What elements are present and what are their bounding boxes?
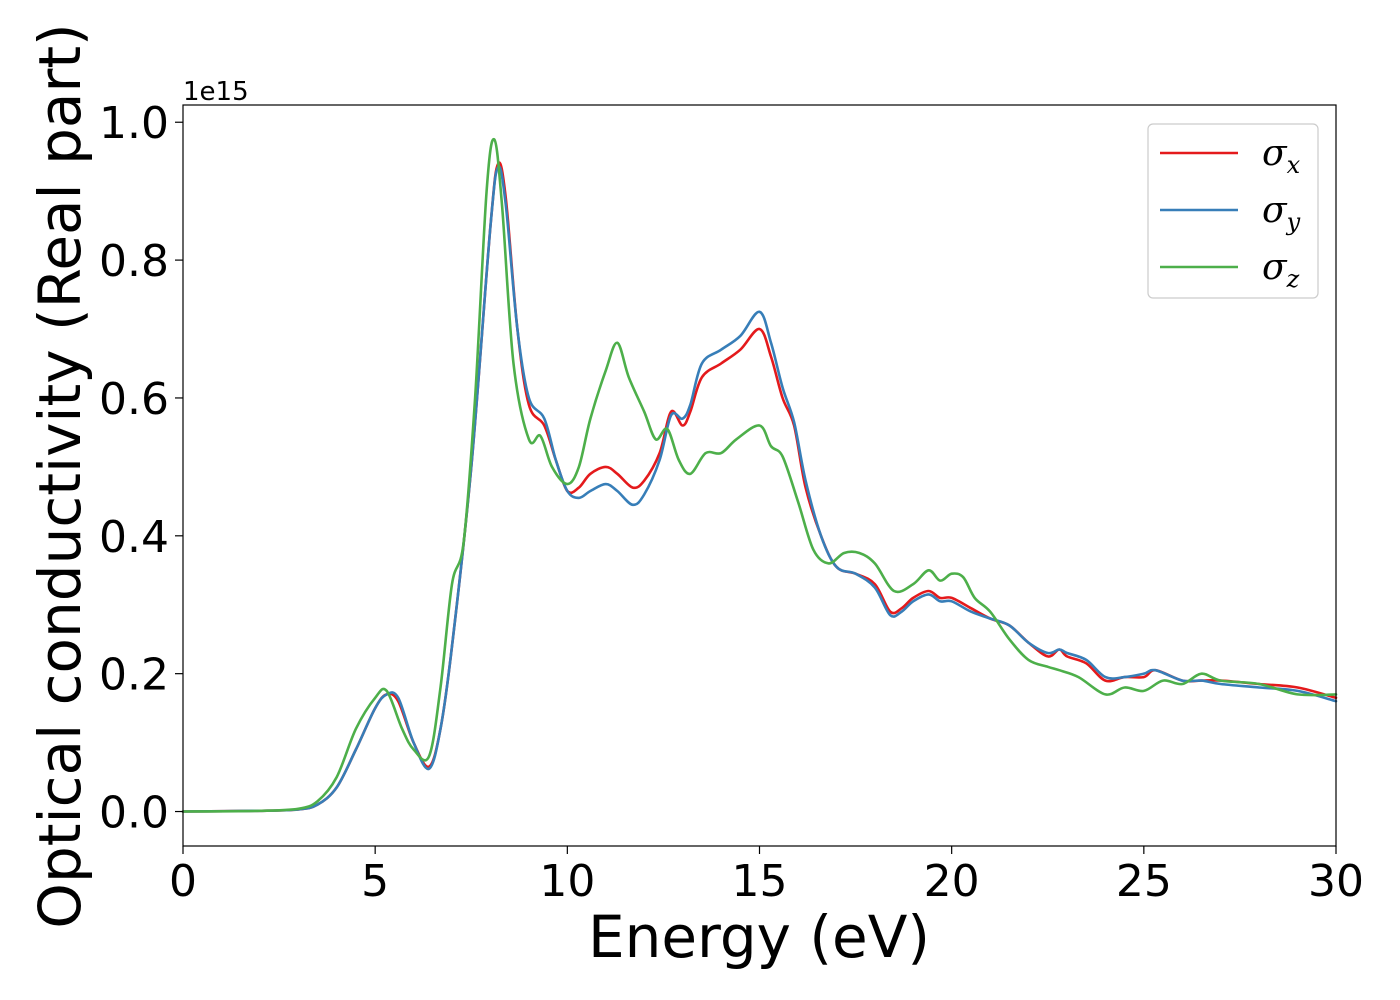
x-tick-label: 20 bbox=[924, 856, 980, 907]
y-tick-label: 0.2 bbox=[99, 650, 169, 701]
legend-label-x: σx bbox=[1262, 133, 1301, 179]
y-tick-label: 0.4 bbox=[99, 512, 169, 563]
legend: σx σy σz bbox=[1147, 123, 1319, 299]
series-layer bbox=[181, 137, 1338, 813]
x-tick-label: 15 bbox=[732, 856, 788, 907]
y-axis-title: Optical conductivity (Real part) bbox=[26, 23, 94, 928]
legend-label-y: σy bbox=[1262, 190, 1301, 236]
y-tick-label: 1.0 bbox=[99, 98, 169, 149]
series-line-y bbox=[181, 165, 1338, 813]
plot-background bbox=[183, 105, 1336, 846]
y-axis: 0.0 0.2 0.4 0.6 0.8 1.0 bbox=[99, 98, 183, 839]
x-tick-label: 10 bbox=[539, 856, 595, 907]
x-tick-label: 5 bbox=[361, 856, 389, 907]
y-offset-text: 1e15 bbox=[183, 77, 249, 107]
x-tick-label: 0 bbox=[169, 856, 197, 907]
x-tick-label: 30 bbox=[1308, 856, 1364, 907]
y-tick-label: 0.8 bbox=[99, 236, 169, 287]
x-tick-label: 25 bbox=[1116, 856, 1172, 907]
x-axis: 0 5 10 15 20 25 30 bbox=[169, 846, 1364, 907]
y-tick-label: 0.6 bbox=[99, 374, 169, 425]
legend-label-z: σz bbox=[1262, 247, 1300, 293]
y-tick-label: 0.0 bbox=[99, 788, 169, 839]
x-axis-title: Energy (eV) bbox=[588, 903, 930, 971]
series-line-z bbox=[181, 137, 1338, 813]
